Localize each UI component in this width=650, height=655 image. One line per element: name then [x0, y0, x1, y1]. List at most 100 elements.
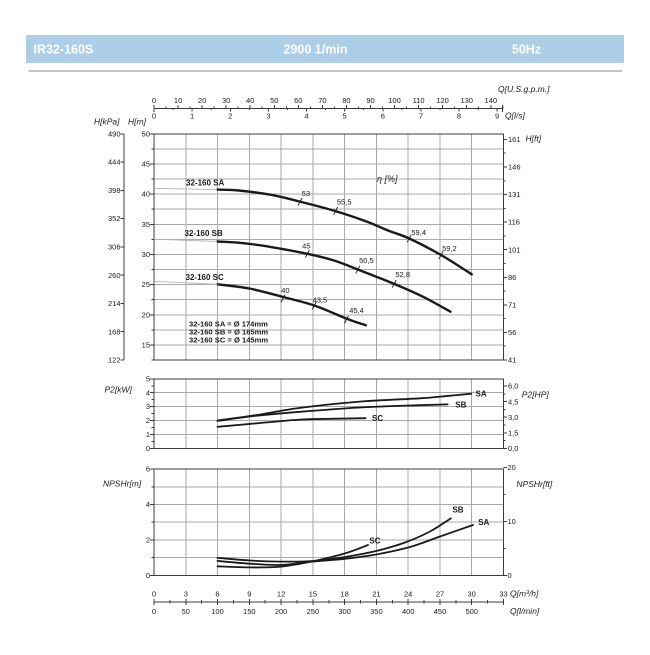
svg-text:0: 0	[146, 571, 150, 580]
svg-text:43,5: 43,5	[313, 295, 328, 304]
svg-text:101: 101	[508, 245, 521, 254]
svg-text:12: 12	[277, 589, 285, 598]
svg-text:32-160 SC: 32-160 SC	[186, 273, 224, 282]
svg-text:168: 168	[108, 327, 121, 336]
svg-text:50: 50	[142, 129, 150, 138]
svg-text:53: 53	[302, 189, 310, 198]
svg-text:Q[l/s]: Q[l/s]	[505, 111, 525, 121]
svg-text:214: 214	[108, 299, 121, 308]
svg-text:15: 15	[142, 341, 150, 350]
svg-text:40: 40	[246, 96, 254, 105]
svg-text:4,5: 4,5	[508, 397, 518, 406]
svg-text:40: 40	[281, 286, 289, 295]
svg-text:60: 60	[294, 96, 302, 105]
svg-text:1: 1	[146, 430, 150, 439]
svg-text:200: 200	[275, 607, 288, 616]
svg-text:7: 7	[419, 112, 423, 121]
svg-text:NPSHr[m]: NPSHr[m]	[103, 478, 142, 488]
svg-text:4: 4	[304, 112, 308, 121]
svg-text:30: 30	[222, 96, 230, 105]
svg-text:30: 30	[142, 250, 150, 259]
svg-text:352: 352	[108, 214, 121, 223]
svg-text:116: 116	[508, 218, 520, 227]
svg-text:18: 18	[340, 589, 348, 598]
svg-text:1: 1	[190, 112, 194, 121]
svg-text:9: 9	[495, 112, 499, 121]
svg-text:20: 20	[508, 463, 516, 472]
svg-text:70: 70	[318, 96, 326, 105]
svg-text:32-160 SA = Ø 174mm: 32-160 SA = Ø 174mm	[189, 320, 268, 329]
svg-text:SC: SC	[369, 536, 380, 545]
svg-text:20: 20	[142, 310, 150, 319]
svg-text:500: 500	[465, 607, 478, 616]
svg-text:15: 15	[309, 589, 317, 598]
svg-text:130: 130	[460, 96, 473, 105]
svg-text:0: 0	[146, 444, 150, 453]
svg-text:6,0: 6,0	[508, 382, 518, 391]
svg-text:6: 6	[381, 112, 385, 121]
svg-text:P2[HP]: P2[HP]	[522, 390, 550, 400]
svg-text:10: 10	[508, 517, 516, 526]
svg-text:45: 45	[302, 241, 310, 250]
svg-text:50: 50	[182, 607, 190, 616]
svg-text:71: 71	[508, 301, 516, 310]
svg-text:400: 400	[402, 607, 415, 616]
svg-text:2: 2	[146, 536, 150, 545]
svg-text:0: 0	[152, 607, 156, 616]
svg-text:50,5: 50,5	[359, 256, 374, 265]
svg-text:52,8: 52,8	[395, 270, 410, 279]
svg-text:Q[l/min]: Q[l/min]	[510, 606, 540, 616]
svg-text:Q[U.S.g.p.m.]: Q[U.S.g.p.m.]	[498, 84, 550, 94]
svg-text:5: 5	[343, 112, 347, 121]
svg-text:3: 3	[146, 402, 150, 411]
svg-text:SC: SC	[372, 414, 383, 423]
svg-text:0: 0	[508, 571, 512, 580]
svg-text:140: 140	[485, 96, 498, 105]
svg-text:10: 10	[174, 96, 182, 105]
svg-text:56: 56	[508, 328, 516, 337]
svg-text:120: 120	[436, 96, 449, 105]
svg-text:H[ft]: H[ft]	[526, 134, 542, 144]
svg-text:110: 110	[413, 96, 425, 105]
svg-text:32-160 SC = Ø 145mm: 32-160 SC = Ø 145mm	[189, 335, 268, 344]
svg-text:9: 9	[247, 589, 251, 598]
svg-text:59,4: 59,4	[411, 228, 426, 237]
svg-text:Q[m³/h]: Q[m³/h]	[510, 589, 539, 599]
svg-text:59,2: 59,2	[442, 244, 457, 253]
svg-text:32-160 SB = Ø 165mm: 32-160 SB = Ø 165mm	[189, 328, 268, 337]
svg-text:SB: SB	[455, 401, 466, 410]
svg-text:P2[kW]: P2[kW]	[105, 384, 133, 394]
svg-text:1,5: 1,5	[508, 428, 518, 437]
svg-text:306: 306	[108, 243, 121, 252]
svg-text:90: 90	[366, 96, 374, 105]
svg-text:41: 41	[508, 356, 516, 365]
svg-text:50Hz: 50Hz	[512, 43, 541, 57]
svg-text:SA: SA	[476, 390, 487, 399]
svg-text:86: 86	[508, 273, 516, 282]
svg-text:IR32-160S: IR32-160S	[34, 43, 94, 57]
svg-text:2: 2	[228, 112, 232, 121]
svg-text:6: 6	[146, 465, 150, 474]
svg-text:21: 21	[372, 589, 380, 598]
svg-text:30: 30	[468, 589, 476, 598]
svg-text:32-160 SB: 32-160 SB	[185, 229, 223, 238]
svg-text:131: 131	[508, 190, 521, 199]
svg-text:350: 350	[370, 607, 383, 616]
svg-text:80: 80	[342, 96, 350, 105]
svg-text:3: 3	[184, 589, 188, 598]
svg-text:0: 0	[152, 96, 156, 105]
svg-text:161: 161	[508, 135, 521, 144]
svg-text:260: 260	[108, 271, 121, 280]
svg-text:300: 300	[338, 607, 351, 616]
svg-text:H[kPa]: H[kPa]	[94, 116, 120, 126]
svg-text:SA: SA	[478, 518, 489, 527]
svg-text:45,4: 45,4	[349, 306, 364, 315]
svg-text:32-160 SA: 32-160 SA	[186, 179, 224, 188]
svg-text:490: 490	[108, 129, 121, 138]
svg-text:0: 0	[152, 589, 156, 598]
svg-text:25: 25	[142, 280, 150, 289]
svg-text:444: 444	[108, 158, 121, 167]
svg-text:122: 122	[108, 356, 121, 365]
svg-text:35: 35	[142, 220, 150, 229]
svg-text:450: 450	[434, 607, 447, 616]
